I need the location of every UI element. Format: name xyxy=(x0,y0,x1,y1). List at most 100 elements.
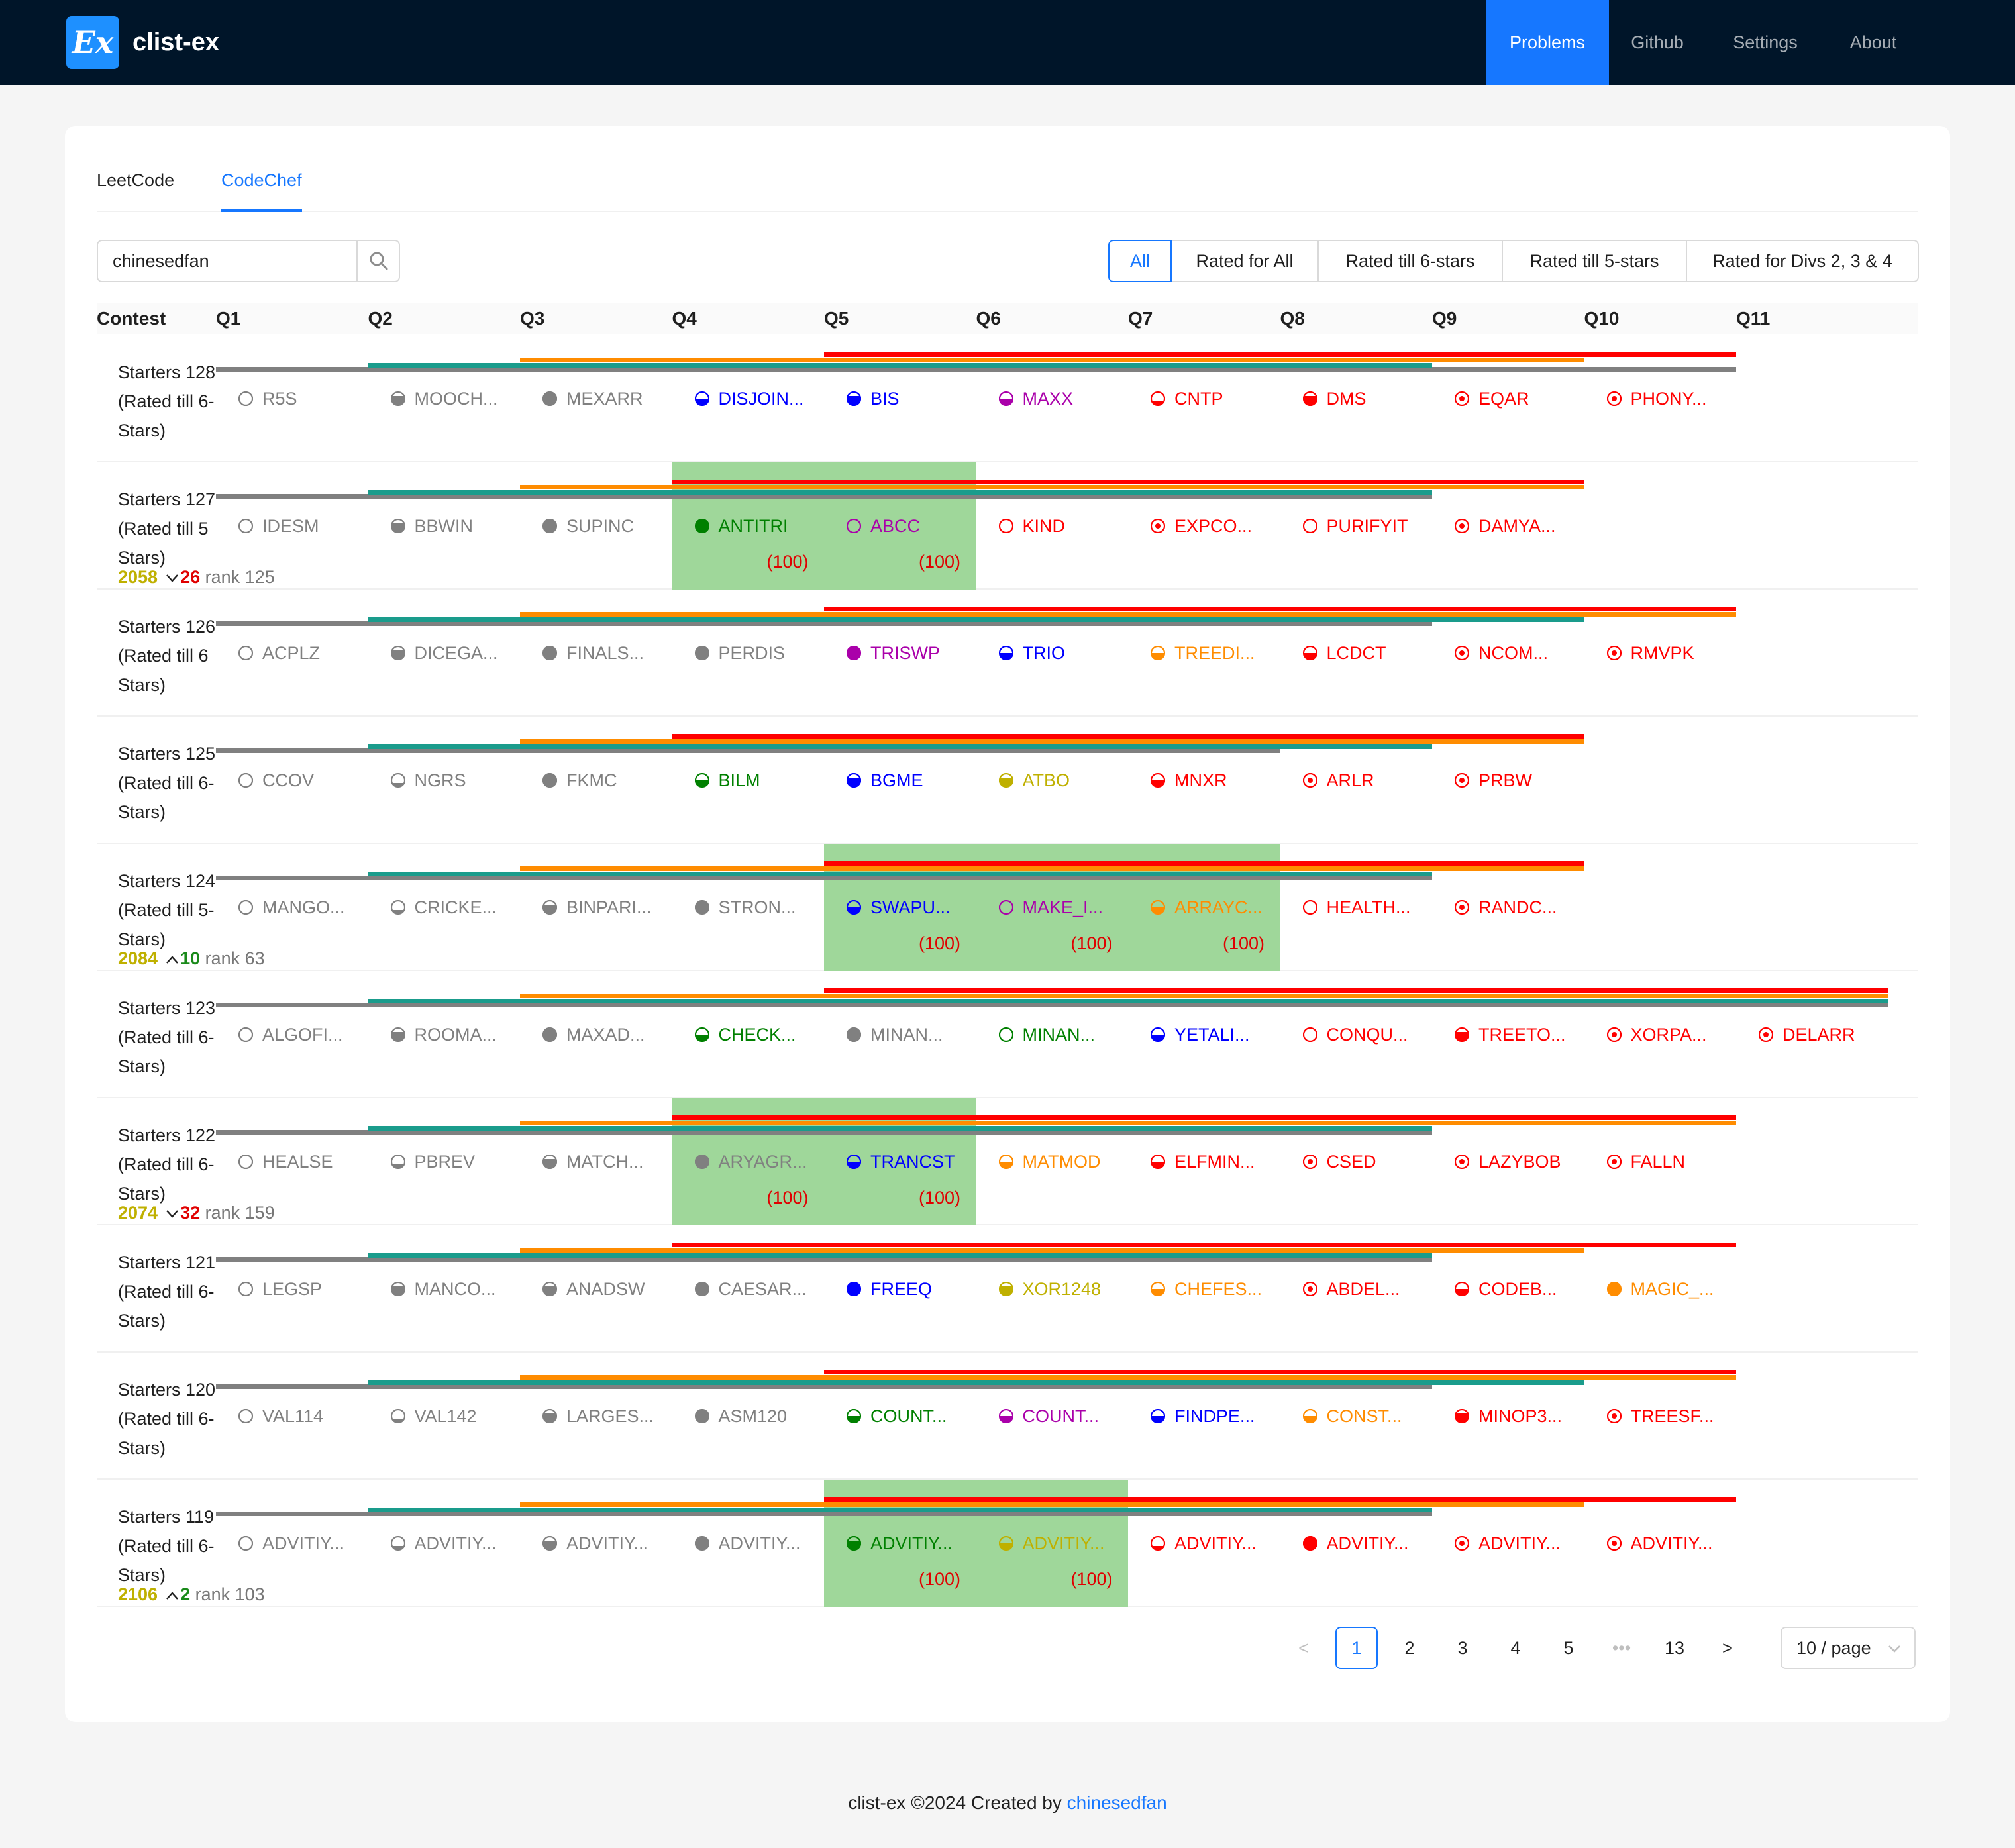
problem-link[interactable]: MNXR xyxy=(1151,767,1296,794)
problem-link[interactable]: STRON... xyxy=(694,894,841,921)
problem-link[interactable]: CONQU... xyxy=(1302,1021,1449,1048)
problem-link[interactable]: ACPLZ xyxy=(238,640,384,666)
app-title[interactable]: clist-ex xyxy=(132,28,219,56)
problem-link[interactable]: CONST... xyxy=(1302,1403,1449,1429)
problem-link[interactable]: LAZYBOB xyxy=(1455,1149,1600,1175)
problem-link[interactable]: FKMC xyxy=(542,767,688,794)
problem-link[interactable]: MINOP3... xyxy=(1455,1403,1600,1429)
filter-rated-for-all[interactable]: Rated for All xyxy=(1170,240,1319,282)
problem-link[interactable]: COUNT... xyxy=(847,1403,992,1429)
problem-link[interactable]: PURIFYIT xyxy=(1302,513,1449,539)
problem-link[interactable]: ASM120 xyxy=(694,1403,841,1429)
problem-link[interactable]: RMVPK xyxy=(1606,640,1753,666)
problem-link[interactable]: FREEQ xyxy=(847,1276,992,1302)
problem-link[interactable]: ADVITIY... xyxy=(847,1530,992,1557)
filter-all[interactable]: All xyxy=(1108,240,1172,282)
problem-link[interactable]: FINDPE... xyxy=(1151,1403,1296,1429)
problem-link[interactable]: CAESAR... xyxy=(694,1276,841,1302)
problem-link[interactable]: ADVITIY... xyxy=(1455,1530,1600,1557)
problem-link[interactable]: CCOV xyxy=(238,767,384,794)
logo-icon[interactable]: Ex xyxy=(66,16,119,69)
problem-link[interactable]: ABDEL... xyxy=(1302,1276,1449,1302)
problem-link[interactable]: BILM xyxy=(694,767,841,794)
problem-link[interactable]: R5S xyxy=(238,385,384,412)
problem-link[interactable]: VAL114 xyxy=(238,1403,384,1429)
problem-link[interactable]: CNTP xyxy=(1151,385,1296,412)
problem-link[interactable]: CSED xyxy=(1302,1149,1449,1175)
problem-link[interactable]: ALGOFI... xyxy=(238,1021,384,1048)
problem-link[interactable]: BBWIN xyxy=(390,513,537,539)
search-button[interactable] xyxy=(356,241,399,281)
problem-link[interactable]: SWAPU... xyxy=(847,894,992,921)
problem-link[interactable]: ADVITIY... xyxy=(1606,1530,1753,1557)
nav-about[interactable]: About xyxy=(1849,32,1897,52)
contest-name[interactable]: Starters 127 (Rated till 5 Stars) xyxy=(118,489,216,568)
problem-link[interactable]: HEALSE xyxy=(238,1149,384,1175)
page-2[interactable]: 2 xyxy=(1404,1638,1415,1658)
problem-link[interactable]: NGRS xyxy=(390,767,537,794)
problem-link[interactable]: MOOCH... xyxy=(390,385,537,412)
problem-link[interactable]: MAGIC_... xyxy=(1606,1276,1753,1302)
problem-link[interactable]: LEGSP xyxy=(238,1276,384,1302)
problem-link[interactable]: EQAR xyxy=(1455,385,1600,412)
problem-link[interactable]: ADVITIY... xyxy=(694,1530,841,1557)
problem-link[interactable]: PHONY... xyxy=(1606,385,1753,412)
problem-link[interactable]: TREEDI... xyxy=(1151,640,1296,666)
problem-link[interactable]: EXPCO... xyxy=(1151,513,1296,539)
problem-link[interactable]: PRBW xyxy=(1455,767,1600,794)
problem-link[interactable]: ADVITIY... xyxy=(1151,1530,1296,1557)
problem-link[interactable]: ADVITIY... xyxy=(390,1530,537,1557)
problem-link[interactable]: MANGO... xyxy=(238,894,384,921)
prev-page-button[interactable]: < xyxy=(1298,1638,1309,1658)
problem-link[interactable]: DAMYA... xyxy=(1455,513,1600,539)
problem-link[interactable]: FALLN xyxy=(1606,1149,1753,1175)
problem-link[interactable]: ADVITIY... xyxy=(238,1530,384,1557)
page-1[interactable]: 1 xyxy=(1335,1627,1378,1669)
problem-link[interactable]: ARYAGR... xyxy=(694,1149,841,1175)
contest-name[interactable]: Starters 119 (Rated till 6-Stars) xyxy=(118,1507,215,1585)
tab-leetcode[interactable]: LeetCode xyxy=(97,170,175,190)
problem-link[interactable]: XOR1248 xyxy=(998,1276,1145,1302)
problem-link[interactable]: DISJOIN... xyxy=(694,385,841,412)
problem-link[interactable]: RANDC... xyxy=(1455,894,1600,921)
problem-link[interactable]: NCOM... xyxy=(1455,640,1600,666)
problem-link[interactable]: ROOMA... xyxy=(390,1021,537,1048)
problem-link[interactable]: ABCC xyxy=(847,513,992,539)
problem-link[interactable]: TREETO... xyxy=(1455,1021,1600,1048)
problem-link[interactable]: CHECK... xyxy=(694,1021,841,1048)
page-3[interactable]: 3 xyxy=(1457,1638,1468,1658)
contest-name[interactable]: Starters 128 (Rated till 6-Stars) xyxy=(118,362,216,440)
problem-link[interactable]: LARGES... xyxy=(542,1403,688,1429)
problem-link[interactable]: LCDCT xyxy=(1302,640,1449,666)
problem-link[interactable]: ADVITIY... xyxy=(542,1530,688,1557)
footer-author-link[interactable]: chinesedfan xyxy=(1066,1792,1167,1813)
problem-link[interactable]: HEALTH... xyxy=(1302,894,1449,921)
problem-link[interactable]: BGME xyxy=(847,767,992,794)
problem-link[interactable]: ANADSW xyxy=(542,1276,688,1302)
problem-link[interactable]: TREESF... xyxy=(1606,1403,1753,1429)
problem-link[interactable]: ADVITIY... xyxy=(998,1530,1145,1557)
filter-rated-till-5-stars[interactable]: Rated till 5-stars xyxy=(1502,240,1687,282)
problem-link[interactable]: IDESM xyxy=(238,513,384,539)
tab-codechef[interactable]: CodeChef xyxy=(221,166,302,212)
nav-problems[interactable]: Problems xyxy=(1486,0,1609,85)
problem-link[interactable]: MAXX xyxy=(998,385,1145,412)
problem-link[interactable]: ELFMIN... xyxy=(1151,1149,1296,1175)
contest-name[interactable]: Starters 123 (Rated till 6-Stars) xyxy=(118,998,216,1076)
contest-name[interactable]: Starters 125 (Rated till 6-Stars) xyxy=(118,744,216,822)
problem-link[interactable]: ARLR xyxy=(1302,767,1449,794)
problem-link[interactable]: KIND xyxy=(998,513,1145,539)
contest-name[interactable]: Starters 122 (Rated till 6-Stars) xyxy=(118,1125,216,1204)
search-input[interactable] xyxy=(98,241,356,281)
contest-name[interactable]: Starters 126 (Rated till 6 Stars) xyxy=(118,617,216,695)
problem-link[interactable]: ARRAYC... xyxy=(1151,894,1296,921)
problem-link[interactable]: DELARR xyxy=(1759,1021,1904,1048)
nav-github[interactable]: Github xyxy=(1631,32,1684,52)
problem-link[interactable]: MANCO... xyxy=(390,1276,537,1302)
problem-link[interactable]: MATMOD xyxy=(998,1149,1145,1175)
problem-link[interactable]: PERDIS xyxy=(694,640,841,666)
problem-link[interactable]: CRICKE... xyxy=(390,894,537,921)
problem-link[interactable]: TRISWP xyxy=(847,640,992,666)
page-size-select[interactable]: 10 / page xyxy=(1781,1627,1916,1669)
problem-link[interactable]: YETALI... xyxy=(1151,1021,1296,1048)
